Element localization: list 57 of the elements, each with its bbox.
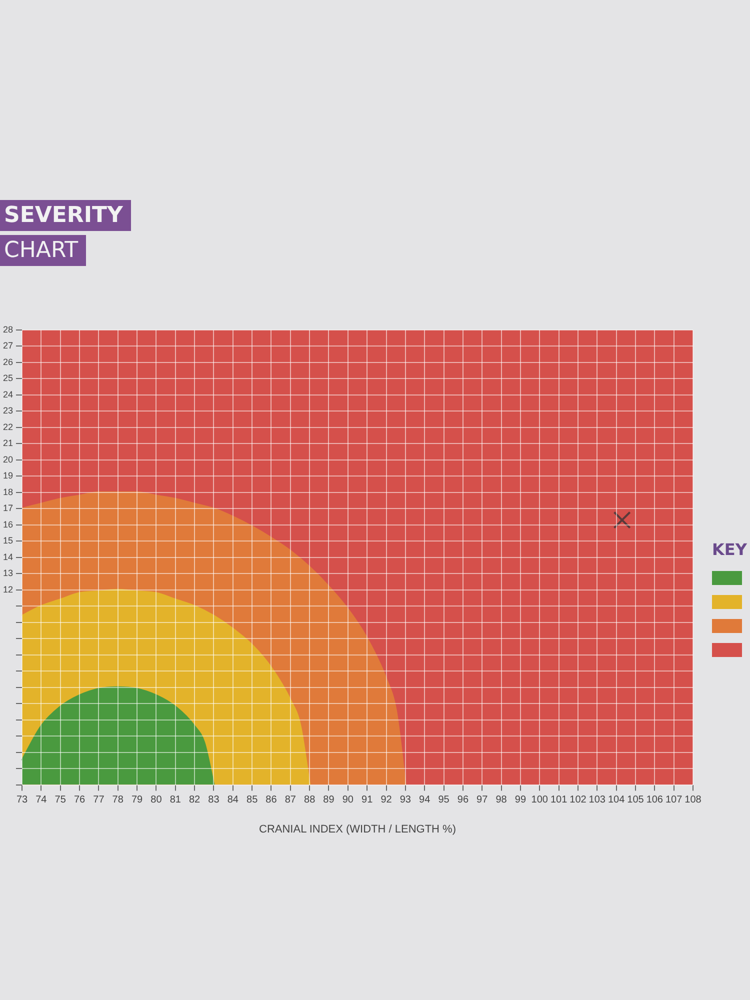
y-tick-label: 13 (2, 568, 14, 578)
x-tick-label: 76 (74, 794, 86, 806)
chart-title: SEVERITY (0, 200, 131, 231)
y-tick-label: 22 (2, 422, 14, 432)
x-tick-label: 98 (496, 794, 508, 806)
x-tick-label: 102 (570, 794, 587, 806)
y-tick-label: 12 (2, 584, 14, 594)
x-tick-label: 77 (93, 794, 105, 806)
x-tick-label: 84 (227, 794, 239, 806)
x-tick-label: 73 (16, 794, 28, 806)
chart-subtitle: CHART (0, 235, 86, 266)
y-tick-label: 25 (2, 373, 14, 384)
y-tick-label: 21 (2, 438, 14, 448)
y-tick-label: 19 (2, 470, 14, 481)
x-tick-label: 81 (170, 794, 182, 806)
x-tick-label: 105 (627, 794, 644, 806)
y-tick-label: 16 (2, 519, 14, 530)
y-tick-label: 27 (2, 340, 14, 351)
y-tick-label: 15 (2, 536, 14, 546)
y-tick-label: 23 (2, 406, 14, 416)
x-tick-label: 83 (208, 794, 220, 806)
y-tick-label: 14 (2, 552, 14, 562)
x-tick-label: 79 (131, 794, 144, 806)
text: KEY (712, 540, 747, 559)
y-tick-label: 24 (2, 389, 14, 400)
x-tick-label: 97 (476, 794, 488, 806)
x-tick-label: 89 (323, 794, 335, 806)
x-tick-label: 80 (150, 794, 162, 806)
y-tick-label: 17 (2, 503, 14, 514)
x-tick-label: 100 (531, 794, 548, 806)
x-tick-label: 94 (419, 794, 431, 806)
x-tick-label: 75 (54, 794, 66, 806)
x-tick-label: 74 (36, 794, 48, 806)
x-tick-label: 87 (284, 794, 296, 806)
x-tick-label: 108 (684, 794, 702, 806)
x-tick-label: 103 (588, 794, 606, 806)
x-tick-label: 85 (246, 794, 258, 806)
y-tick-label: 18 (2, 486, 14, 497)
x-tick-label: 91 (362, 794, 374, 806)
x-axis-title: CRANIAL INDEX (WIDTH / LENGTH %) (259, 823, 456, 836)
y-tick-label: 26 (2, 356, 14, 367)
y-tick-label: 28 (2, 324, 14, 334)
x-tick-label: 82 (188, 794, 201, 806)
x-tick-label: 106 (646, 794, 664, 806)
x-tick-label: 86 (266, 794, 278, 806)
x-tick-label: 90 (342, 794, 354, 806)
x-tick-label: 95 (438, 794, 450, 806)
x-tick-label: 107 (665, 794, 683, 806)
x-tick-label: 78 (112, 794, 124, 806)
x-tick-label: 104 (608, 794, 626, 806)
y-tick-label: 20 (2, 454, 14, 464)
x-tick-label: 101 (550, 794, 568, 806)
x-tick-label: 92 (380, 794, 392, 806)
x-tick-label: 96 (457, 794, 469, 806)
x-tick-label: 99 (514, 794, 526, 806)
x-tick-label: 88 (304, 794, 316, 806)
x-tick-label: 93 (400, 794, 412, 806)
